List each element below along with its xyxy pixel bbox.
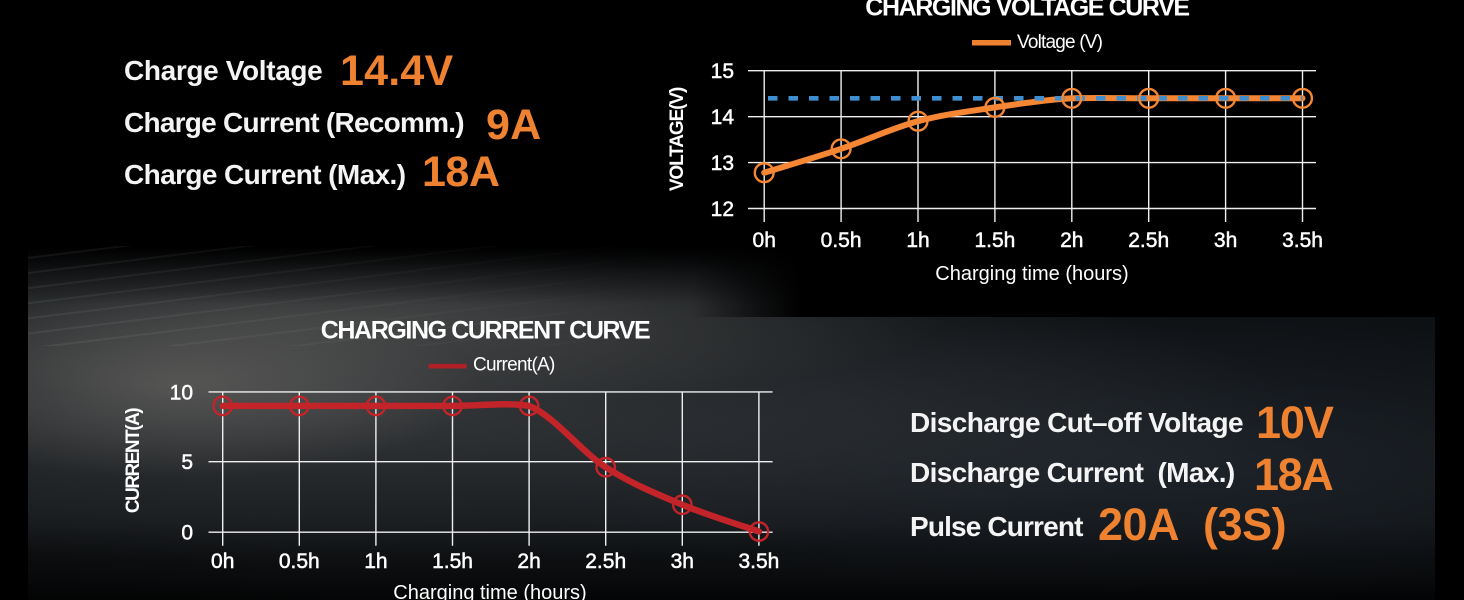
svg-text:3.5h: 3.5h [1282,229,1323,252]
svg-text:12: 12 [711,198,734,221]
svg-text:3.5h: 3.5h [738,550,779,573]
svg-text:10: 10 [170,381,193,404]
svg-text:3h: 3h [1214,229,1237,252]
svg-text:CHARGING VOLTAGE CURVE: CHARGING VOLTAGE CURVE [865,0,1189,22]
svg-text:2.5h: 2.5h [585,550,626,573]
svg-text:0h: 0h [753,229,776,252]
svg-text:0.5h: 0.5h [821,229,862,252]
svg-text:0: 0 [181,522,193,545]
svg-text:Charging time (hours): Charging time (hours) [935,263,1128,285]
svg-text:1.5h: 1.5h [432,550,473,573]
svg-text:3h: 3h [671,550,694,573]
svg-text:0.5h: 0.5h [279,550,320,573]
svg-text:1.5h: 1.5h [974,229,1015,252]
svg-text:15: 15 [711,60,734,83]
svg-text:2.5h: 2.5h [1128,229,1169,252]
svg-text:13: 13 [711,152,734,175]
svg-text:CHARGING CURRENT CURVE: CHARGING CURRENT CURVE [321,317,650,345]
svg-text:2h: 2h [1060,229,1083,252]
svg-text:5: 5 [181,451,193,474]
svg-text:2h: 2h [517,550,540,573]
svg-text:Current(A): Current(A) [473,355,555,376]
svg-text:1h: 1h [906,229,929,252]
svg-text:1h: 1h [364,550,387,573]
svg-text:VOLTAGE(V): VOLTAGE(V) [667,87,688,191]
svg-text:Charging time (hours): Charging time (hours) [393,582,586,600]
svg-text:CURRENT(A): CURRENT(A) [123,408,144,513]
svg-text:Voltage (V): Voltage (V) [1017,32,1103,53]
svg-text:14: 14 [711,106,735,129]
svg-text:0h: 0h [211,550,234,573]
